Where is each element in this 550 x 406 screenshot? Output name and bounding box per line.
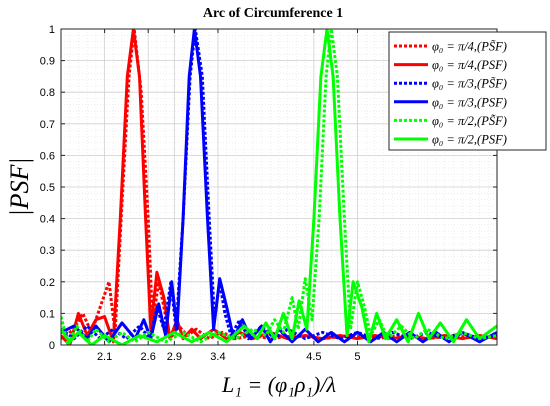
y-tick-label: 0.5	[40, 182, 55, 194]
legend-label-5: φ₀ = π/2,(PS̃F)	[432, 114, 507, 128]
y-tick-label: 0.3	[40, 245, 55, 257]
y-tick-label: 0.2	[40, 277, 55, 289]
x-tick-label: 2.9	[167, 351, 182, 363]
y-tick-label: 0.8	[40, 87, 55, 99]
y-tick-label: 0.7	[40, 119, 55, 131]
y-axis-label: |PSF|	[5, 157, 34, 216]
x-axis-ticks: 2.1 2.6 2.9 3.4 4.5 5	[97, 29, 361, 363]
y-tick-label: 0.6	[40, 150, 55, 162]
legend-box	[388, 31, 547, 151]
x-tick-label: 3.4	[210, 351, 225, 363]
y-tick-label: 1	[49, 24, 55, 36]
legend-label-3: φ₀ = π/3,(PS̃F)	[432, 77, 507, 91]
x-tick-label: 2.6	[141, 351, 156, 363]
series-line-6	[61, 29, 497, 345]
y-axis-ticks: 0 0.1 0.2 0.3 0.4 0.5 0.6 0.7 0.8 0.9 1	[40, 24, 497, 352]
y-tick-label: 0.1	[40, 308, 55, 320]
legend-label-4: φ₀ = π/3,(PSF)	[432, 95, 507, 109]
series-line-1	[61, 29, 497, 341]
series-group	[61, 29, 497, 345]
legend: φ₀ = π/4,(PS̃F) φ₀ = π/4,(PSF) φ₀ = π/3,(P…	[388, 31, 547, 151]
legend-label-6: φ₀ = π/2,(PSF)	[432, 133, 507, 147]
x-tick-label: 5	[354, 351, 360, 363]
x-tick-label: 2.1	[97, 351, 112, 363]
y-tick-label: 0.4	[40, 214, 55, 226]
legend-label-1: φ₀ = π/4,(PS̃F)	[432, 39, 507, 53]
legend-label-2: φ₀ = π/4,(PSF)	[432, 58, 507, 72]
y-tick-label: 0.9	[40, 56, 55, 68]
series-line-5	[61, 29, 497, 345]
x-axis-label: L₁ = (φ₁ρ₁)/λ	[221, 372, 336, 397]
x-tick-label: 4.5	[306, 351, 321, 363]
y-tick-label: 0	[49, 340, 55, 352]
chart-title: Arc of Circumference 1	[203, 6, 343, 21]
